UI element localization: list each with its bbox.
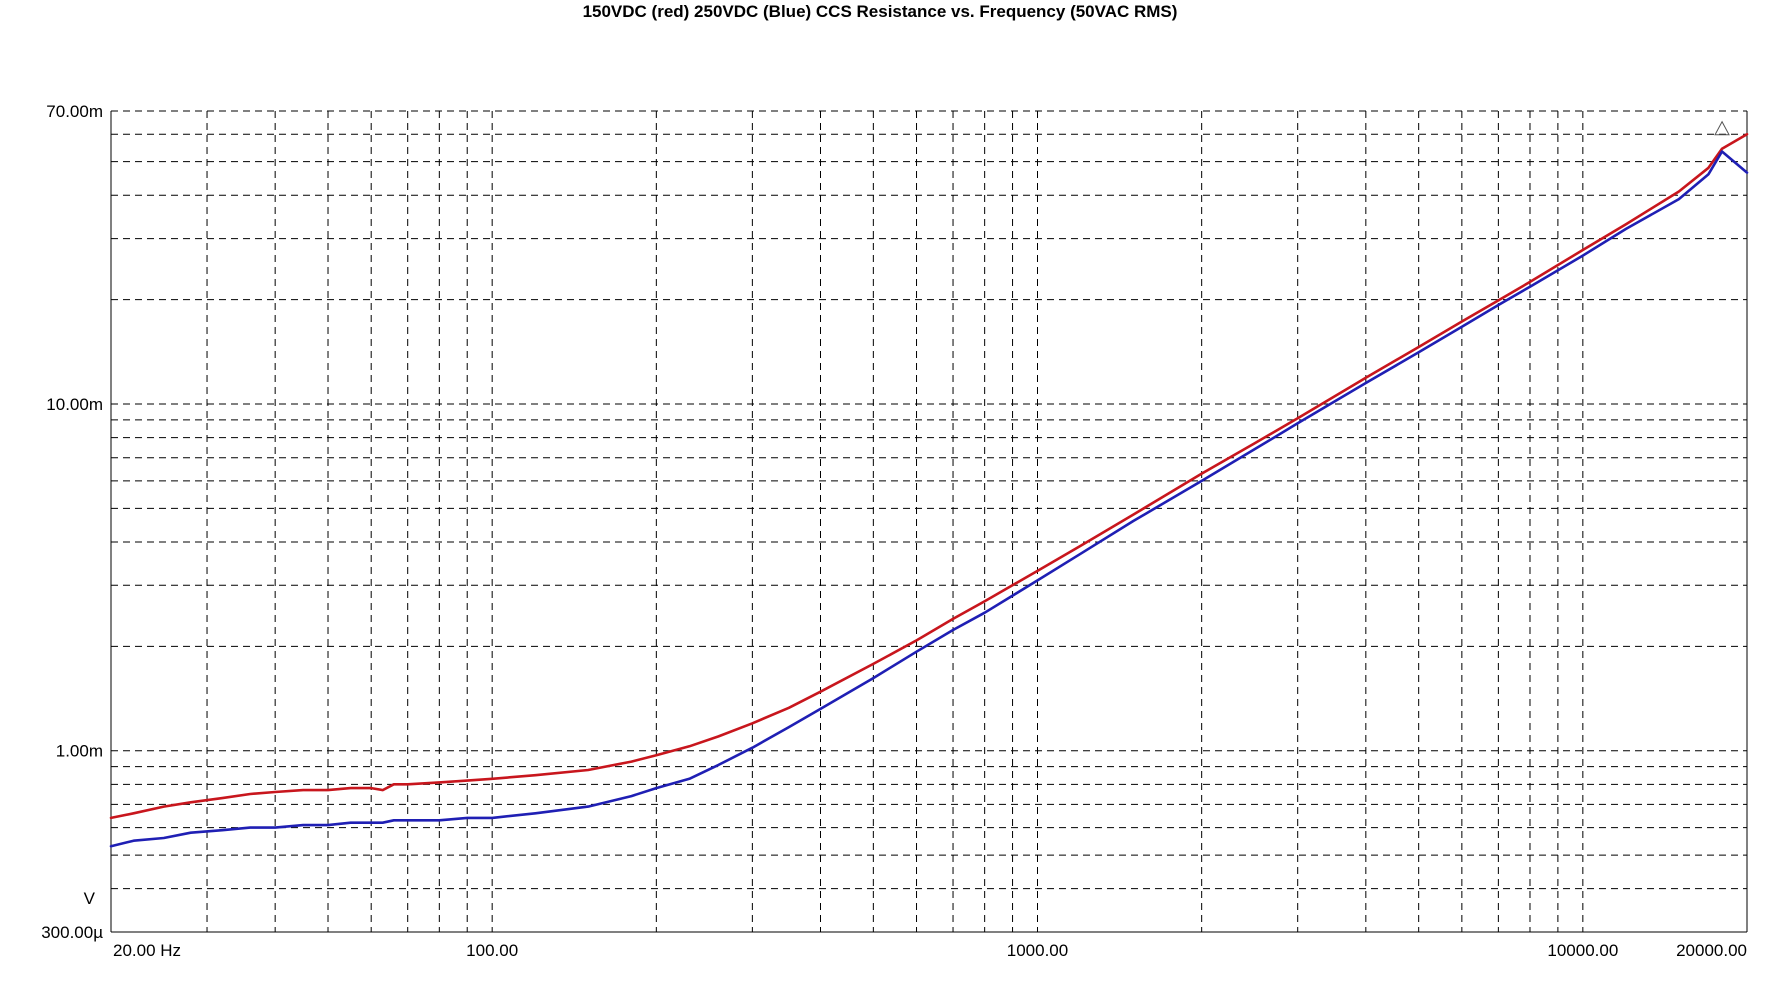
x-tick-label: 10000.00 xyxy=(1547,941,1618,960)
x-tick-label: 20.00 Hz xyxy=(113,941,181,960)
y-axis-unit-label: V xyxy=(84,889,96,908)
y-tick-label: 10.00m xyxy=(46,395,103,414)
series-layer xyxy=(109,120,1749,848)
chart-title: 150VDC (red) 250VDC (Blue) CCS Resistanc… xyxy=(583,2,1178,21)
x-tick-label: 1000.00 xyxy=(1007,941,1068,960)
series-line-1 xyxy=(109,132,1749,820)
x-tick-label: 20000.00 xyxy=(1676,941,1747,960)
y-tick-label: 300.00µ xyxy=(41,923,103,942)
series-line-2 xyxy=(109,150,1749,848)
y-tick-label: 70.00m xyxy=(46,102,103,121)
plot-frame xyxy=(110,111,1748,933)
x-tick-label: 100.00 xyxy=(466,941,518,960)
cursor-marker xyxy=(1714,120,1730,136)
tick-labels: 70.00m 10.00m 1.00m 300.00µ 20.00 Hz 100.00 10… xyxy=(41,102,1747,960)
y-tick-label: 1.00m xyxy=(56,742,103,761)
